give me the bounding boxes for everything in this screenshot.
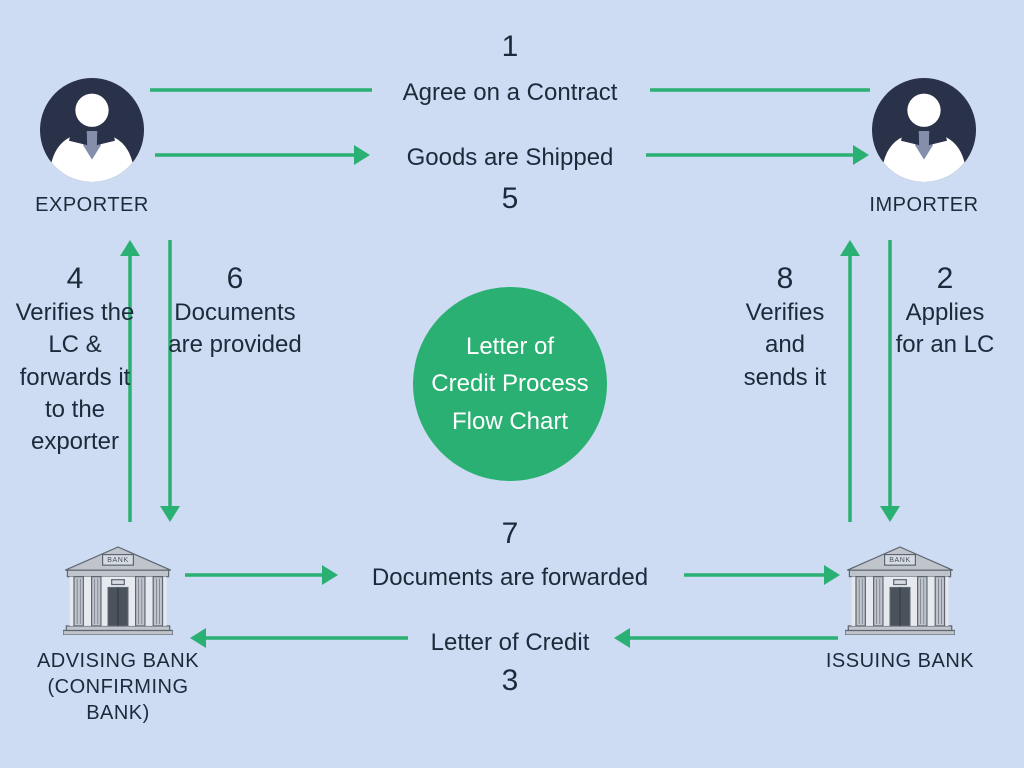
a5-right bbox=[646, 145, 869, 165]
a2-down bbox=[880, 240, 900, 522]
step-1-text: Agree on a Contract bbox=[370, 77, 650, 109]
advising-bank-label: ADVISING BANK (CONFIRMING BANK) bbox=[23, 648, 213, 726]
importer-node bbox=[872, 78, 976, 182]
step-8-text: Verifies and sends it bbox=[730, 297, 840, 394]
a6-down bbox=[160, 240, 180, 522]
a5-left bbox=[155, 145, 370, 165]
step-4-text: Verifies the LC & forwards it to the exp… bbox=[10, 297, 140, 459]
step-2-text: Applies for an LC bbox=[890, 297, 1000, 362]
a8-up bbox=[840, 240, 860, 522]
exporter-label: EXPORTER bbox=[12, 192, 172, 218]
step-8-number: 8 bbox=[745, 262, 825, 296]
diagram-canvas: BANK BANK EXPORTER IMPORTER ADVISING BAN… bbox=[0, 0, 1024, 768]
center-circle: Letter of Credit Process Flow Chart bbox=[413, 287, 607, 481]
a7-right bbox=[684, 565, 840, 585]
center-circle-text: Letter of Credit Process Flow Chart bbox=[413, 328, 607, 440]
step-6-text: Documents are provided bbox=[165, 297, 305, 362]
step-6-number: 6 bbox=[195, 262, 275, 296]
exporter-node bbox=[40, 78, 144, 182]
a3-right bbox=[614, 628, 838, 648]
step-7-number: 7 bbox=[470, 517, 550, 551]
svg-text:BANK: BANK bbox=[107, 557, 128, 564]
issuing-bank-label: ISSUING BANK bbox=[810, 648, 990, 674]
a3-left bbox=[190, 628, 408, 648]
step-5-number: 5 bbox=[470, 182, 550, 216]
step-5-text: Goods are Shipped bbox=[370, 142, 650, 174]
svg-text:BANK: BANK bbox=[889, 557, 910, 564]
issuing-bank-node: BANK bbox=[845, 545, 955, 635]
advising-bank-node: BANK bbox=[63, 545, 173, 635]
step-4-number: 4 bbox=[35, 262, 115, 296]
step-3-number: 3 bbox=[470, 664, 550, 698]
importer-label: IMPORTER bbox=[844, 192, 1004, 218]
step-1-number: 1 bbox=[470, 30, 550, 64]
step-3-text: Letter of Credit bbox=[380, 627, 640, 659]
a7-left bbox=[185, 565, 338, 585]
step-7-text: Documents are forwarded bbox=[340, 562, 680, 594]
step-2-number: 2 bbox=[905, 262, 985, 296]
